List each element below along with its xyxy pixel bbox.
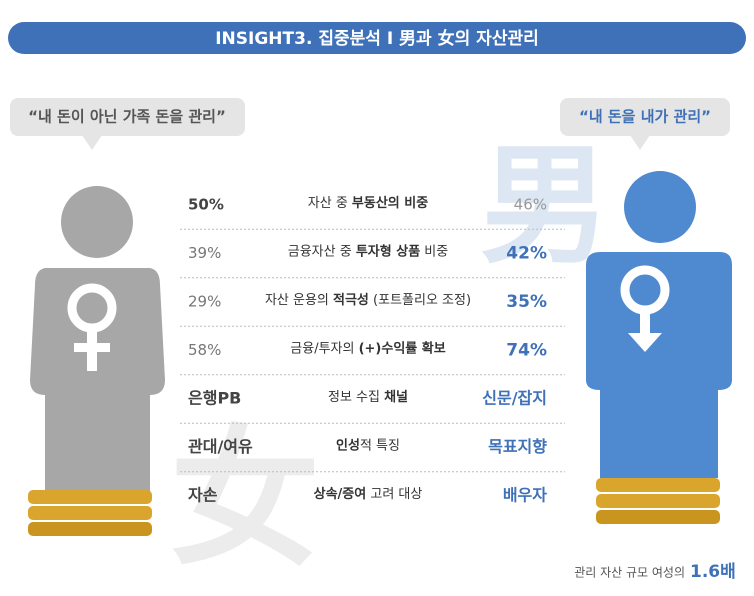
male-coins: [596, 478, 720, 524]
row-label: 자산 운용의 적극성 (포트폴리오 조정): [265, 292, 471, 308]
male-value: 46%: [514, 196, 547, 214]
female-quote: “내 돈이 아닌 가족 돈을 관리”: [28, 108, 226, 126]
female-bubble: [10, 98, 245, 150]
label-part: 금융자산 중: [288, 244, 356, 259]
header-bar: [8, 22, 746, 54]
row-label: 금융자산 중 투자형 상품 비중: [288, 243, 448, 259]
male-value: 42%: [506, 244, 547, 264]
bg-symbol-male: 男: [480, 130, 610, 282]
female-value: 50%: [188, 196, 224, 214]
label-part: 정보 수집: [328, 390, 384, 405]
row-label: 자산 중 부동산의 비중: [308, 195, 428, 211]
male-value: 신문/잡지: [482, 389, 547, 408]
label-part: 부동산의 비중: [352, 195, 428, 211]
header-title: INSIGHT3. 집중분석 I 男과 女의 자산관리: [215, 28, 539, 49]
male-value: 35%: [506, 292, 547, 312]
row-label: 인성적 특징: [336, 437, 400, 453]
male-value: 74%: [506, 341, 547, 361]
footnote-value: 1.6배: [690, 562, 736, 582]
male-quote: “내 돈을 내가 관리”: [579, 108, 711, 126]
female-value: 자손: [188, 486, 218, 505]
label-part: 적 특징: [360, 438, 400, 453]
label-part: (포트폴리오 조정): [369, 293, 471, 308]
label-part: 적극성: [333, 292, 369, 308]
female-value: 29%: [188, 293, 221, 311]
row-label: 정보 수집 채널: [328, 389, 408, 405]
female-value: 관대/여유: [188, 437, 253, 456]
row-label: 금융/투자의 (+)수익률 확보: [290, 340, 445, 356]
male-figure: [586, 171, 732, 478]
label-part: 자산 중: [308, 196, 352, 211]
female-figure: [30, 186, 165, 495]
label-part: 인성: [336, 437, 360, 453]
female-coins: [28, 490, 152, 536]
label-part: 채널: [384, 389, 408, 405]
label-part: 금융/투자의: [290, 341, 358, 356]
label-part: 상속/증여: [314, 486, 367, 502]
female-value: 은행PB: [188, 389, 241, 408]
female-value: 58%: [188, 341, 221, 359]
label-part: 투자형 상품: [356, 243, 420, 259]
male-bubble: [560, 98, 730, 150]
footnote-text: 관리 자산 규모 여성의: [574, 566, 685, 580]
label-part: 비중: [420, 244, 448, 259]
female-value: 39%: [188, 244, 221, 262]
row-label: 상속/증여 고려 대상: [314, 486, 423, 502]
label-part: (+)수익률 확보: [359, 340, 446, 356]
bg-symbol-female: 女: [170, 413, 320, 587]
label-part: 고려 대상: [366, 487, 422, 502]
male-value: 목표지향: [488, 437, 547, 456]
label-part: 자산 운용의: [265, 293, 333, 308]
male-value: 배우자: [503, 486, 547, 505]
